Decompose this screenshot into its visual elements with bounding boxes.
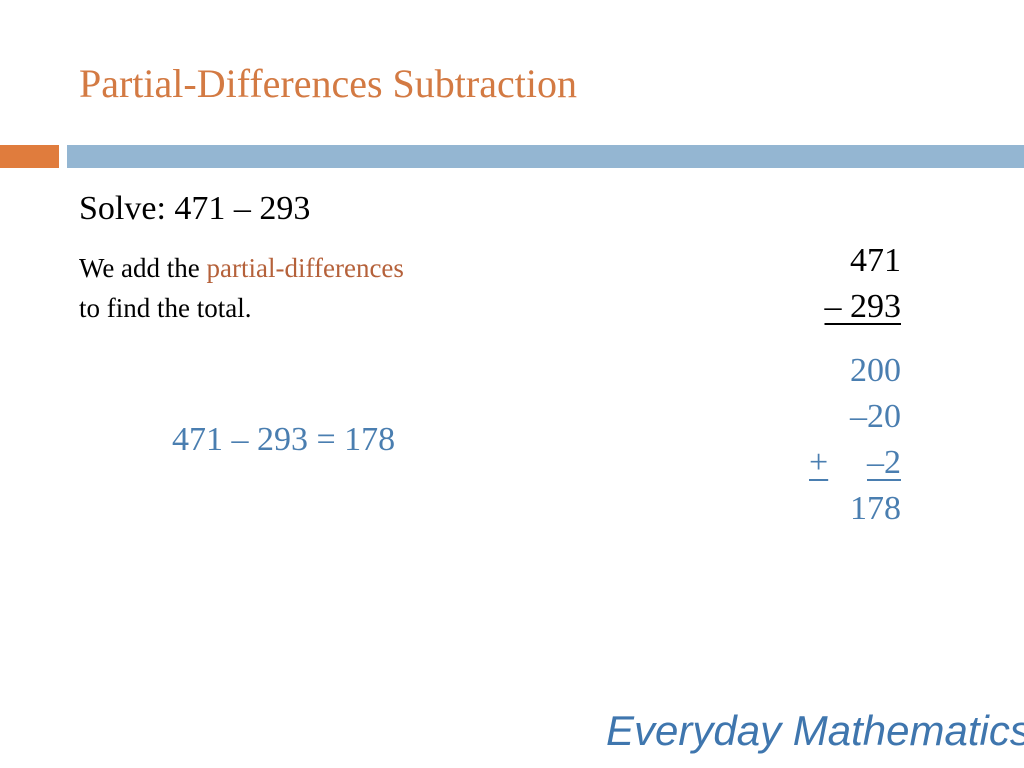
- result: 178: [850, 490, 901, 527]
- slide-title: Partial-Differences Subtraction: [79, 61, 577, 106]
- minuend: 471: [850, 242, 901, 279]
- subtraction-work: 471 – 293 200 –20 + –2 178: [809, 238, 901, 532]
- explanation-line-2: to find the total.: [79, 293, 252, 323]
- explanation-line-1: We add the partial-differences: [79, 248, 404, 288]
- explanation: We add the partial-differences to find t…: [79, 248, 404, 328]
- partial-difference-2: –20: [850, 398, 901, 435]
- equation: 471 – 293 = 178: [172, 421, 396, 458]
- explanation-highlight: partial-differences: [206, 253, 404, 283]
- subtrahend: – 293: [824, 288, 902, 325]
- accent-bar-orange: [0, 145, 59, 168]
- accent-bar-blue: [67, 145, 1024, 168]
- partial-difference-1: 200: [850, 352, 901, 389]
- problem-statement: Solve: 471 – 293: [79, 190, 311, 227]
- partial-difference-3-value: –2: [867, 444, 901, 481]
- explanation-prefix: We add the: [79, 253, 207, 283]
- plus-sign: +: [809, 444, 829, 481]
- footer-brand: Everyday Mathematics: [606, 707, 1024, 754]
- partial-difference-3: + –2: [809, 440, 901, 486]
